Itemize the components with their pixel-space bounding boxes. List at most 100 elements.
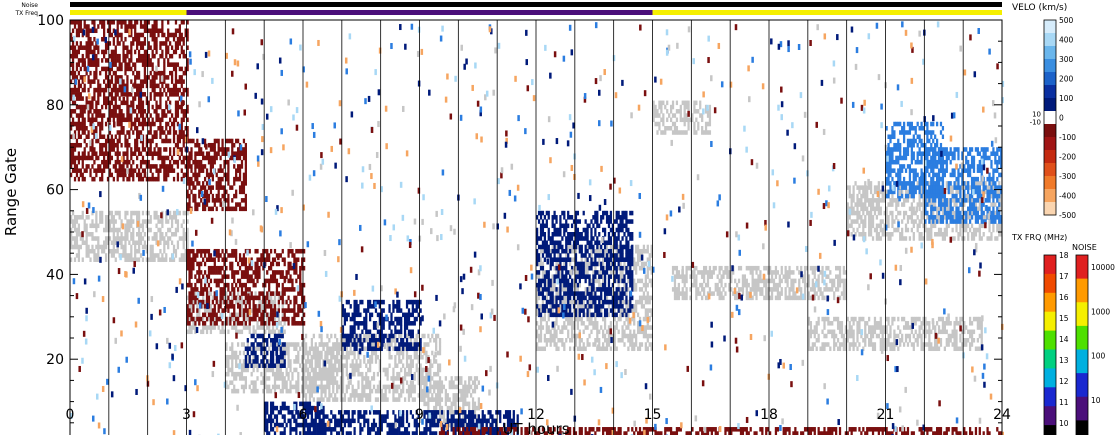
- data-cell-ground: [113, 249, 115, 254]
- data-cell-ground: [798, 283, 800, 288]
- data-cell-ground: [326, 346, 328, 351]
- data-cell-dark_blue: [348, 431, 350, 435]
- data-cell-ground: [897, 211, 899, 216]
- data-cell-dark_blue: [437, 419, 439, 424]
- data-cell-ground: [328, 385, 330, 390]
- data-cell-ground: [804, 270, 806, 275]
- data-cell-ground: [293, 346, 295, 351]
- data-cell-ground: [161, 253, 163, 258]
- data-cell-ground: [315, 372, 317, 377]
- data-cell-ground: [284, 300, 286, 305]
- data-cell-ground: [752, 270, 754, 275]
- data-cell-ground: [680, 113, 682, 118]
- data-cell-ground: [322, 397, 324, 402]
- data-cell-ground: [439, 380, 441, 385]
- data-cell-ground: [74, 224, 76, 229]
- data-cell-ground: [880, 198, 882, 203]
- data-cell-dark_blue: [309, 427, 311, 432]
- data-cell-ground: [682, 296, 684, 301]
- data-cell-ground: [930, 228, 932, 233]
- data-cell-dark_blue: [287, 419, 289, 424]
- data-cell-ground: [788, 291, 790, 296]
- data-cell-ground: [851, 219, 853, 224]
- data-cell-ground: [338, 385, 340, 390]
- data-cell-ground: [251, 346, 253, 351]
- data-cell-ground: [810, 266, 812, 271]
- data-cell-ground: [897, 228, 899, 233]
- data-cell-ground: [423, 389, 425, 394]
- data-cell-ground: [864, 185, 866, 190]
- data-cell-ground: [600, 308, 602, 313]
- data-cell-ground: [792, 279, 794, 284]
- data-cell-ground: [854, 181, 856, 186]
- data-cell-ground: [827, 266, 829, 271]
- data-cell-ground: [319, 397, 321, 402]
- data-cell-ground: [588, 313, 590, 318]
- data-cell-ground: [645, 287, 647, 292]
- data-cell-dark_blue: [348, 300, 350, 305]
- data-cell-ground: [903, 215, 905, 220]
- data-cell-dark_blue: [433, 414, 435, 419]
- data-cell-ground: [443, 414, 445, 419]
- data-cell-ground: [152, 249, 154, 254]
- data-cell-ground: [629, 334, 631, 339]
- data-cell-ground: [410, 338, 412, 343]
- data-cell-ground: [812, 270, 814, 275]
- data-cell-ground: [472, 406, 474, 411]
- data-cell-ground: [676, 266, 678, 271]
- data-cell-ground: [709, 122, 711, 127]
- data-cell-ground: [247, 368, 249, 373]
- data-cell-ground: [78, 215, 80, 220]
- data-cell-ground: [159, 232, 161, 237]
- data-cell-ground: [919, 194, 921, 199]
- data-cell-ground: [311, 368, 313, 373]
- data-cell-ground: [994, 236, 996, 241]
- data-cell-ground: [792, 283, 794, 288]
- data-cell-ground: [421, 393, 423, 398]
- data-cell-ground: [305, 342, 307, 347]
- data-cell-ground: [305, 385, 307, 390]
- data-cell-ground: [150, 249, 152, 254]
- data-cell-dark_blue: [359, 423, 361, 428]
- data-cell-ground: [441, 414, 443, 419]
- data-cell-ground: [468, 385, 470, 390]
- data-cell-ground: [577, 346, 579, 351]
- data-cell-dark_blue: [385, 419, 387, 424]
- data-cell-ground: [901, 236, 903, 241]
- data-cell-ground: [231, 351, 233, 356]
- data-cell-ground: [435, 397, 437, 402]
- data-cell-dark_blue: [423, 427, 425, 432]
- data-cell-ground: [369, 393, 371, 398]
- data-cell-ground: [979, 346, 981, 351]
- data-cell-ground: [621, 334, 623, 339]
- data-cell-ground: [639, 279, 641, 284]
- data-cell-ground: [979, 198, 981, 203]
- data-cell-ground: [639, 257, 641, 262]
- data-cell-ground: [402, 355, 404, 360]
- data-cell-ground: [919, 219, 921, 224]
- data-cell-ground: [901, 202, 903, 207]
- data-cell-ground: [313, 385, 315, 390]
- data-cell-ground: [165, 215, 167, 220]
- data-cell-ground: [627, 300, 629, 305]
- data-cell-ground: [474, 380, 476, 385]
- data-cell-ground: [911, 211, 913, 216]
- data-cell-ground: [404, 376, 406, 381]
- data-cell-ground: [719, 266, 721, 271]
- data-cell-ground: [307, 389, 309, 394]
- data-cell-ground: [361, 372, 363, 377]
- data-cell-ground: [990, 232, 992, 237]
- data-cell-ground: [140, 236, 142, 241]
- data-cell-ground: [891, 215, 893, 220]
- data-cell-ground: [823, 287, 825, 292]
- data-cell-ground: [476, 406, 478, 411]
- data-cell-ground: [367, 380, 369, 385]
- data-cell-ground: [814, 325, 816, 330]
- data-cell-ground: [99, 245, 101, 250]
- data-cell-dark_blue: [392, 300, 394, 305]
- data-cell-ground: [427, 368, 429, 373]
- data-cell-ground: [616, 346, 618, 351]
- data-cell-ground: [858, 317, 860, 322]
- data-cell-ground: [720, 291, 722, 296]
- data-cell-ground: [268, 291, 270, 296]
